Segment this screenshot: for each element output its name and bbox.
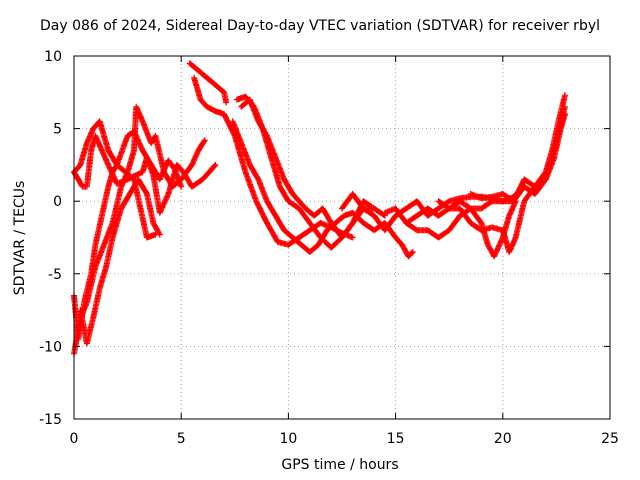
data-marker-track: [186, 60, 230, 106]
data-points: [71, 60, 568, 357]
series-track-15: [467, 103, 568, 205]
series-track-7: [191, 74, 356, 248]
y-tick-label: 0: [53, 194, 62, 210]
x-tick-label: 0: [70, 431, 79, 447]
series-track-12: [381, 198, 519, 260]
y-tick-label: 10: [44, 49, 62, 65]
x-tick-label: 15: [387, 431, 405, 447]
x-tick-label: 10: [279, 431, 297, 447]
series-track-6: [186, 60, 230, 106]
axis-ticks: 0 5 10 15 20 25 -15 -10 -5 0 5 10: [39, 49, 619, 447]
data-marker-track: [77, 176, 163, 347]
y-tick-label: -5: [48, 267, 62, 283]
data-marker-track: [381, 198, 519, 260]
series-track-2: [71, 132, 219, 216]
data-marker-track: [229, 118, 416, 260]
x-axis-label: GPS time / hours: [281, 457, 399, 473]
y-tick-label: -15: [39, 412, 62, 428]
plot-frame: [73, 55, 611, 420]
data-marker-track: [71, 132, 219, 216]
grid-lines: [74, 56, 610, 419]
x-tick-label: 25: [601, 431, 619, 447]
y-tick-label: -10: [39, 339, 62, 355]
y-tick-label: 5: [53, 122, 62, 138]
data-marker-track: [191, 74, 356, 248]
data-marker-track: [467, 103, 568, 205]
x-tick-label: 5: [177, 431, 186, 447]
chart-title: Day 086 of 2024, Sidereal Day-to-day VTE…: [39, 18, 601, 34]
series-track-10: [229, 118, 416, 260]
x-tick-label: 20: [494, 431, 512, 447]
series-track-5: [77, 176, 163, 347]
